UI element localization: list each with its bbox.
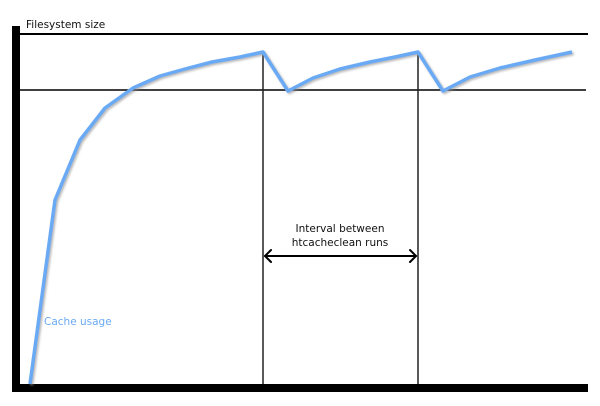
interval-label-line2: htcacheclean runs xyxy=(292,237,389,249)
cache-usage-line xyxy=(28,50,573,385)
x-axis xyxy=(12,384,588,392)
y-axis-label: Filesystem size xyxy=(26,19,105,31)
interval-double-arrow xyxy=(263,249,418,263)
interval-label-line1: Interval between xyxy=(296,223,385,235)
y-axis xyxy=(12,26,20,392)
cache-usage-label: Cache usage xyxy=(44,316,112,328)
